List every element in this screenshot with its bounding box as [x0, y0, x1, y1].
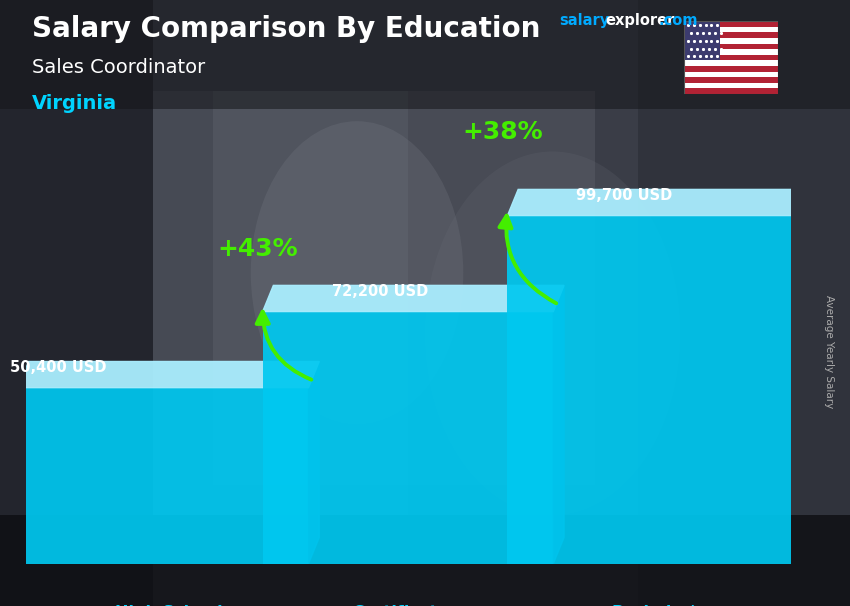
Bar — [684, 49, 778, 55]
Text: 72,200 USD: 72,200 USD — [332, 284, 428, 299]
Polygon shape — [309, 361, 320, 564]
Text: Virginia: Virginia — [32, 94, 117, 113]
Bar — [0, 515, 850, 606]
Ellipse shape — [251, 121, 463, 424]
Bar — [684, 72, 778, 77]
Bar — [684, 88, 778, 94]
Ellipse shape — [425, 152, 680, 515]
Polygon shape — [263, 285, 564, 311]
Bar — [684, 21, 720, 61]
Bar — [18, 388, 309, 564]
Text: .com: .com — [659, 13, 698, 28]
Text: salary: salary — [559, 13, 609, 28]
Polygon shape — [553, 285, 564, 564]
Polygon shape — [507, 190, 809, 216]
Bar — [0, 0, 153, 606]
Text: explorer: explorer — [605, 13, 675, 28]
Text: +38%: +38% — [462, 120, 543, 144]
Text: Salary Comparison By Education: Salary Comparison By Education — [32, 15, 541, 43]
Bar — [684, 27, 778, 32]
Text: Sales Coordinator: Sales Coordinator — [32, 58, 206, 76]
Bar — [684, 55, 778, 61]
Bar — [684, 38, 778, 44]
Bar — [153, 91, 408, 515]
Bar — [507, 216, 798, 564]
Bar — [684, 21, 778, 27]
Bar — [684, 83, 778, 88]
Text: 99,700 USD: 99,700 USD — [576, 188, 672, 204]
Bar — [638, 0, 850, 606]
Polygon shape — [798, 190, 809, 564]
Bar — [0, 0, 850, 109]
Bar — [684, 66, 778, 72]
Text: 50,400 USD: 50,400 USD — [10, 361, 107, 376]
Text: Average Yearly Salary: Average Yearly Salary — [824, 295, 834, 408]
Bar — [684, 77, 778, 83]
Bar — [212, 91, 595, 485]
Bar — [263, 311, 553, 564]
Bar — [684, 44, 778, 49]
Polygon shape — [18, 361, 320, 388]
Bar — [684, 61, 778, 66]
Text: +43%: +43% — [218, 237, 298, 261]
Bar — [684, 32, 778, 38]
